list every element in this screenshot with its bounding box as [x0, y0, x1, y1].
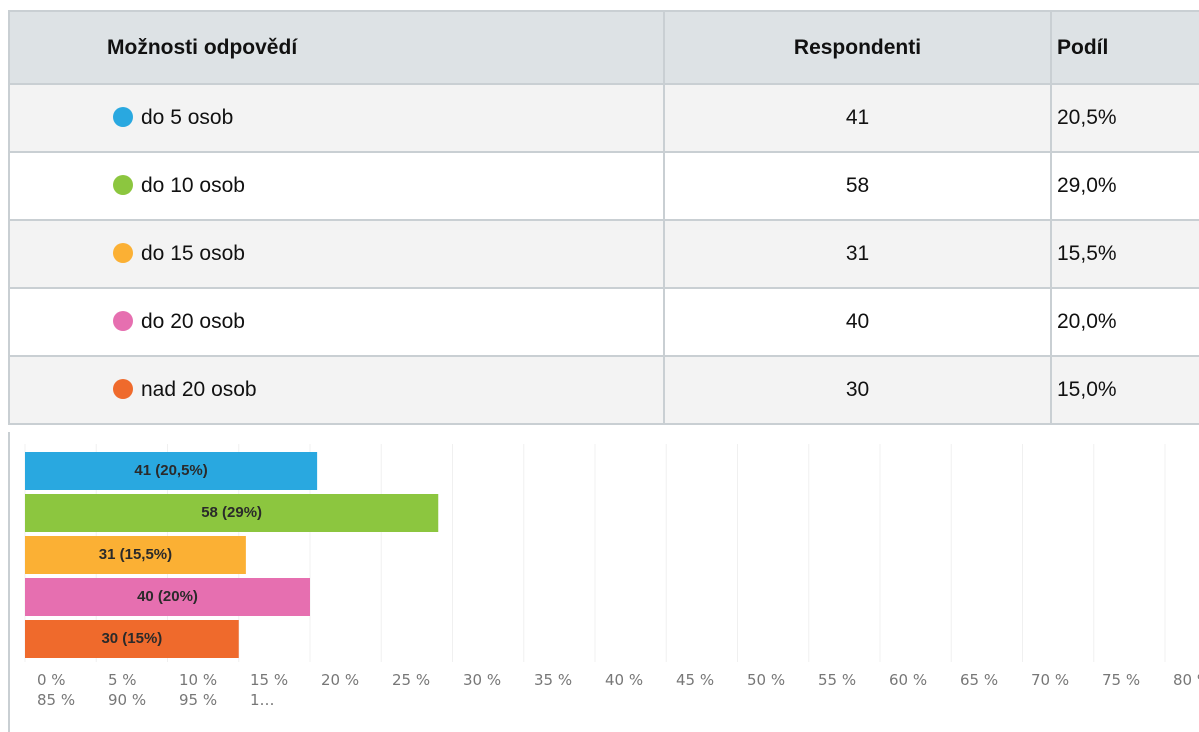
bar-label: 30 (15%)	[101, 630, 162, 647]
color-dot	[113, 379, 133, 399]
table-row: do 20 osob 40 20,0%	[8, 287, 1199, 357]
x-tick-label: 85 %	[37, 691, 76, 709]
option-cell: do 20 osob	[8, 287, 665, 357]
x-tick-label: 10 %	[179, 671, 218, 689]
option-cell: do 15 osob	[8, 219, 665, 289]
count-cell: 31	[663, 219, 1052, 289]
x-tick-label: 95 %	[179, 691, 218, 709]
share-cell: 29,0%	[1050, 151, 1199, 221]
table-row: nad 20 osob 30 15,0%	[8, 355, 1199, 425]
table-row: do 5 osob 41 20,5%	[8, 83, 1199, 153]
x-tick-label: 0 %	[37, 671, 66, 689]
count-cell: 40	[663, 287, 1052, 357]
x-tick-label: 50 %	[747, 671, 786, 689]
color-dot	[113, 107, 133, 127]
color-dot	[113, 243, 133, 263]
bar	[25, 494, 439, 532]
x-tick-label: 55 %	[818, 671, 857, 689]
x-tick-label: 35 %	[534, 671, 573, 689]
option-cell: do 5 osob	[8, 83, 665, 153]
option-cell: do 10 osob	[8, 151, 665, 221]
share-cell: 20,0%	[1050, 287, 1199, 357]
share-cell: 20,5%	[1050, 83, 1199, 153]
x-tick-label: 5 %	[108, 671, 137, 689]
count-cell: 30	[663, 355, 1052, 425]
header-row: Možnosti odpovědí Respondenti Podíl	[8, 10, 1199, 85]
table-row: do 10 osob 58 29,0%	[8, 151, 1199, 221]
bar-chart: 41 (20,5%) 58 (29%) 31 (15,5%) 40 (20%) 30 (…	[24, 444, 1166, 662]
left-border	[8, 432, 10, 732]
bar	[25, 620, 239, 658]
x-tick-label: 30 %	[463, 671, 502, 689]
x-tick-label: 65 %	[960, 671, 999, 689]
bar	[25, 452, 318, 490]
header-cell: Respondenti	[663, 10, 1052, 85]
color-dot	[113, 311, 133, 331]
option-label: do 20 osob	[141, 310, 245, 333]
x-tick-label: 80 %	[1173, 671, 1199, 689]
bar-label: 41 (20,5%)	[134, 462, 207, 479]
x-tick-label: 75 %	[1102, 671, 1141, 689]
header-cell: Možnosti odpovědí	[8, 10, 665, 85]
bar-label: 31 (15,5%)	[99, 546, 172, 563]
bar-label: 40 (20%)	[137, 588, 198, 605]
bar-label: 58 (29%)	[201, 504, 262, 521]
table-row: do 15 osob 31 15,5%	[8, 219, 1199, 289]
x-tick-label: 15 %	[250, 671, 289, 689]
option-label: do 5 osob	[141, 106, 234, 129]
x-tick-label: 1…	[250, 691, 275, 709]
color-dot	[113, 175, 133, 195]
x-tick-label: 40 %	[605, 671, 644, 689]
results-table: Možnosti odpovědí Respondenti Podíl do 5…	[8, 10, 1199, 425]
table-body: do 5 osob 41 20,5% do 10 osob 58 29,0% do 15 o…	[8, 83, 1199, 425]
option-label: do 15 osob	[141, 242, 245, 265]
option-cell: nad 20 osob	[8, 355, 665, 425]
option-label: do 10 osob	[141, 174, 245, 197]
x-tick-label: 60 %	[889, 671, 928, 689]
option-label: nad 20 osob	[141, 378, 257, 401]
share-cell: 15,0%	[1050, 355, 1199, 425]
x-tick-label: 25 %	[392, 671, 431, 689]
header-cell: Podíl	[1050, 10, 1199, 85]
x-tick-label: 90 %	[108, 691, 147, 709]
share-cell: 15,5%	[1050, 219, 1199, 289]
x-tick-label: 20 %	[321, 671, 360, 689]
count-cell: 41	[663, 83, 1052, 153]
bar	[25, 578, 310, 616]
x-axis-labels: 0 % 5 % 10 % 15 % 20 % 25 % 30 % 35 % 40 % 45 % 50…	[37, 670, 1199, 710]
bar	[25, 536, 246, 574]
x-tick-label: 45 %	[676, 671, 715, 689]
count-cell: 58	[663, 151, 1052, 221]
x-tick-label: 70 %	[1031, 671, 1070, 689]
